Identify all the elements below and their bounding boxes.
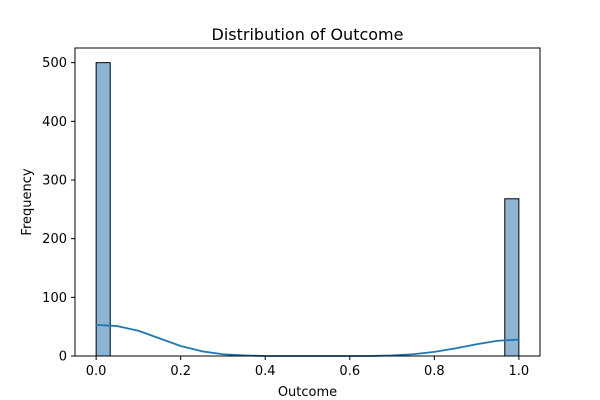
y-tick-label: 200 — [42, 232, 67, 247]
y-tick-label: 500 — [42, 56, 67, 71]
histogram-bar-0 — [95, 62, 111, 357]
kde-layer — [95, 324, 520, 357]
chart-title: Distribution of Outcome — [212, 25, 404, 44]
x-tick-label: 0.0 — [86, 364, 107, 379]
kde-curve — [95, 324, 520, 357]
x-tick-label: 0.4 — [255, 364, 276, 379]
bars-layer — [95, 62, 520, 357]
x-tick-label: 0.2 — [170, 364, 191, 379]
y-axis: 0 100 200 300 400 500 — [42, 56, 75, 365]
x-tick-label: 0.6 — [339, 364, 360, 379]
x-axis-label: Outcome — [278, 385, 337, 400]
y-tick-label: 400 — [42, 115, 67, 130]
y-tick-label: 0 — [59, 350, 67, 365]
plot-frame — [74, 47, 541, 357]
y-tick-label: 300 — [42, 174, 67, 189]
x-tick-label: 1.0 — [509, 364, 530, 379]
x-tick-label: 0.8 — [424, 364, 445, 379]
y-axis-label: Frequency — [20, 168, 35, 235]
x-axis: 0.0 0.2 0.4 0.6 0.8 1.0 — [86, 356, 529, 379]
histogram-bar-1 — [504, 198, 520, 357]
y-tick-label: 100 — [42, 291, 67, 306]
